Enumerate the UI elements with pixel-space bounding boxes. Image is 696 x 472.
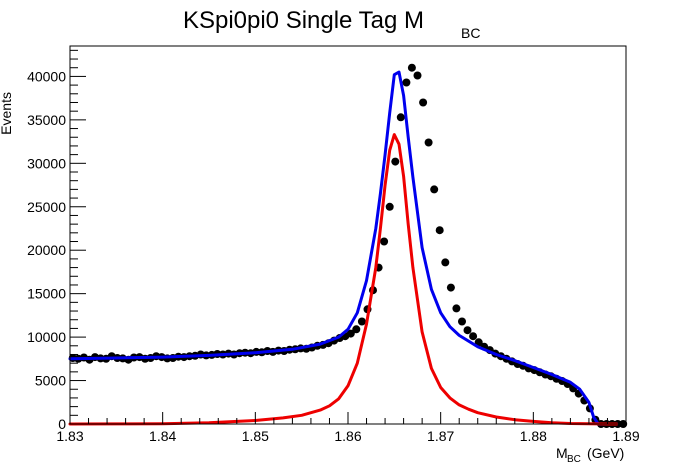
y-tick-label: 20000: [27, 242, 66, 258]
x-axis-label: M: [556, 445, 568, 461]
x-tick-label: 1.83: [56, 428, 83, 444]
y-tick-label: 35000: [27, 112, 66, 128]
data-point: [446, 283, 455, 292]
data-point: [435, 226, 444, 235]
data-point: [469, 332, 478, 341]
data-point: [385, 202, 394, 211]
chart-title: KSpi0pi0 Single Tag M: [183, 7, 424, 34]
data-point: [396, 113, 405, 122]
x-tick-label: 1.85: [242, 428, 269, 444]
data-point: [419, 98, 428, 107]
data-point: [458, 317, 466, 326]
x-axis-label-unit: (GeV): [587, 445, 624, 461]
x-tick-label: 1.88: [520, 428, 547, 444]
data-point: [413, 71, 422, 80]
x-axis: 1.83 1.84 1.85 1.86 1.87 1.88 1.89: [56, 412, 640, 444]
data-point: [391, 157, 400, 166]
y-tick-label: 30000: [27, 155, 66, 171]
chart-title-subscript: BC: [461, 25, 480, 41]
y-tick-label: 0: [58, 416, 66, 432]
x-axis-label-subscript: BC: [567, 454, 581, 465]
data-point: [463, 326, 472, 335]
data-point: [474, 338, 483, 347]
x-tick-label: 1.89: [612, 428, 639, 444]
y-tick-label: 10000: [27, 329, 66, 345]
data-point: [452, 304, 461, 313]
x-tick-label: 1.84: [149, 428, 176, 444]
data-point: [430, 185, 439, 194]
plot-frame: [69, 45, 627, 425]
y-tick-label: 40000: [27, 68, 66, 84]
data-point: [424, 138, 433, 147]
data-point: [441, 258, 450, 267]
y-axis: 0 5000 10000 15000 20000 25000 30000 35000 40000: [27, 49, 86, 432]
fit-total-line: [68, 70, 619, 426]
x-tick-label: 1.87: [427, 428, 454, 444]
y-tick-label: 15000: [27, 286, 66, 302]
data-point: [346, 329, 355, 338]
x-tick-label: 1.86: [334, 428, 361, 444]
y-tick-label: 25000: [27, 199, 66, 215]
data-point: [357, 317, 366, 326]
data-point: [402, 78, 411, 87]
data-point: [380, 237, 389, 246]
y-axis-label: Events: [0, 92, 14, 135]
data-point: [407, 63, 416, 72]
data-point: [352, 325, 361, 334]
y-tick-label: 5000: [35, 373, 66, 389]
